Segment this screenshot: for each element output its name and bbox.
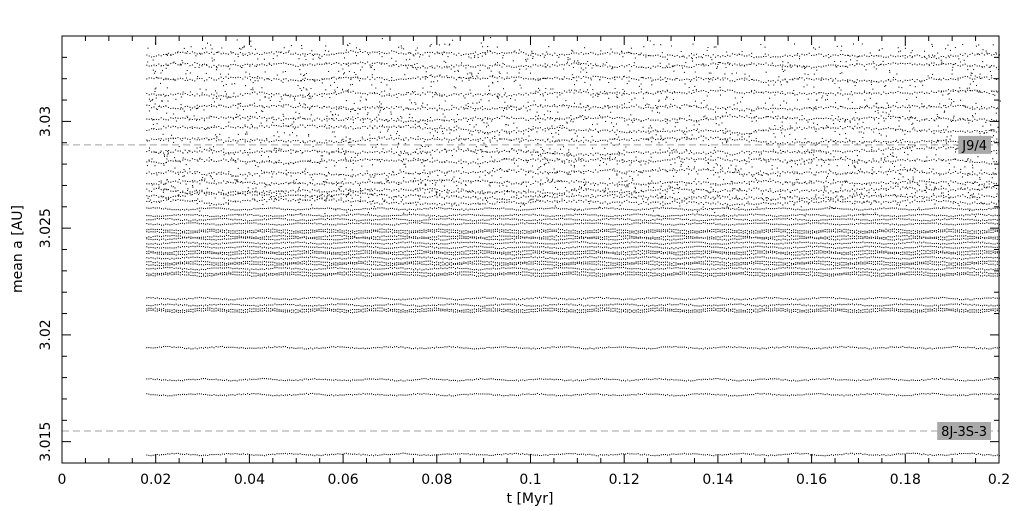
x-tick-label: 0.16 xyxy=(796,472,827,488)
resonance-label-box xyxy=(937,421,991,440)
x-tick-label: 0.1 xyxy=(519,472,541,488)
x-tick-label: 0.12 xyxy=(609,472,640,488)
x-tick-label: 0 xyxy=(58,472,67,488)
x-tick-label: 0.08 xyxy=(421,472,452,488)
resonance-label: J9/4 xyxy=(961,139,987,154)
resonance-label: 8J-3S-3 xyxy=(941,425,987,440)
y-tick-label: 3.03 xyxy=(38,106,54,137)
y-tick-label: 3.025 xyxy=(38,208,54,248)
y-axis-title: mean a [AU] xyxy=(10,205,26,293)
x-tick-label: 0.2 xyxy=(988,472,1010,488)
y-tick-label: 3.02 xyxy=(38,319,54,350)
y-tick-label: 3.015 xyxy=(38,422,54,462)
trajectory-points xyxy=(146,37,1001,457)
y-tick-labels: 3.015 3.02 3.025 3.03 xyxy=(38,106,54,462)
x-tick-label: 0.04 xyxy=(234,472,265,488)
x-axis-title: t [Myr] xyxy=(507,491,554,507)
data-points xyxy=(146,37,1001,457)
resonance-lines: J9/4 8J-3S-3 xyxy=(62,135,999,440)
x-tick-label: 0.14 xyxy=(702,472,733,488)
plot-frame xyxy=(61,35,1000,464)
x-tick-label: 0.06 xyxy=(328,472,359,488)
x-tick-labels: 0 0.02 0.04 0.06 0.08 0.1 0.12 0.14 0.16 0.18 0.2 xyxy=(58,472,1011,488)
x-tick-label: 0.02 xyxy=(140,472,171,488)
resonance-label-box xyxy=(958,135,991,154)
axis-ticks xyxy=(61,35,1000,464)
x-tick-label: 0.18 xyxy=(890,472,921,488)
